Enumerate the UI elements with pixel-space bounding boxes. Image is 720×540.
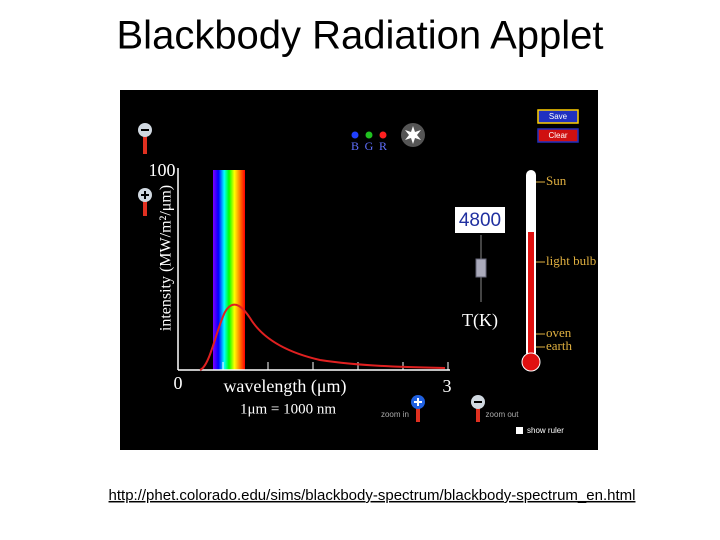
visible-spectrum (213, 170, 245, 370)
y-zoom-out-button[interactable] (138, 123, 152, 154)
thermometer-fill (528, 232, 534, 358)
x-zoom-in-button[interactable] (411, 395, 425, 422)
unit-note: 1μm = 1000 nm (240, 401, 336, 417)
star-icon[interactable] (401, 123, 425, 147)
thermometer-markers (536, 181, 545, 348)
x-axis-label: wavelength (μm) (223, 376, 346, 397)
x-max-label: 3 (443, 376, 452, 396)
clear-label: Clear (548, 131, 567, 140)
y-axis-label: intensity (MW/m²/μm) (158, 185, 175, 331)
temperature-box[interactable] (455, 207, 505, 233)
x-zoom-out-button[interactable] (471, 395, 485, 422)
color-label: G (365, 139, 374, 153)
color-label: R (379, 139, 387, 153)
source-link[interactable]: http://phet.colorado.edu/sims/blackbody-… (109, 487, 636, 504)
y-max-label: 100 (149, 160, 176, 180)
applet-panel (120, 90, 598, 450)
y-zoom-in-button[interactable] (138, 188, 152, 216)
slide-title: Blackbody Radiation Applet (117, 14, 604, 58)
save-label: Save (549, 112, 568, 121)
color-label: B (351, 139, 359, 153)
temperature-value: 4800 (459, 210, 501, 231)
slider-thumb[interactable] (475, 258, 487, 278)
blue-dot (351, 131, 359, 139)
red-dot (379, 131, 387, 139)
clear-button[interactable] (537, 128, 579, 143)
temperature-unit: T(K) (462, 310, 498, 331)
zoom-out-label: zoom out (486, 410, 520, 419)
x-min-label: 0 (174, 373, 183, 393)
thermometer-label: Sun (546, 173, 567, 188)
thermometer-label: light bulb (546, 253, 596, 268)
x-ticks (222, 362, 449, 370)
thermometer-label: earth (546, 338, 572, 353)
save-button[interactable] (537, 109, 579, 124)
zoom-in-label: zoom in (381, 410, 409, 419)
spectrum-curve (199, 303, 446, 371)
show-ruler-checkbox[interactable] (516, 427, 523, 434)
show-ruler-label: show ruler (527, 426, 564, 435)
green-dot (365, 131, 373, 139)
thermometer-bulb (521, 352, 541, 372)
thermometer-label: oven (546, 325, 572, 340)
